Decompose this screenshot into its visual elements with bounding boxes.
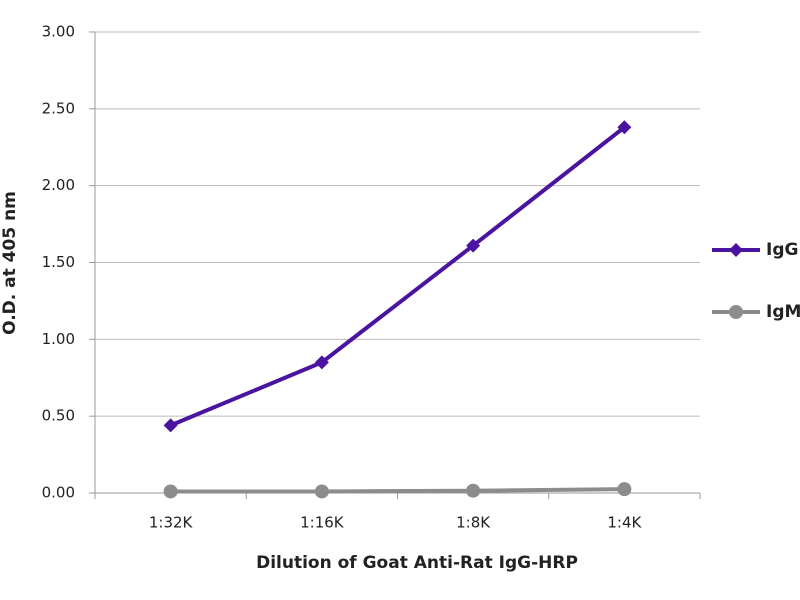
series-line (170, 487, 625, 494)
marker (617, 120, 632, 135)
x-tick-label: 1:16K (300, 514, 345, 532)
x-tick-label: 1:4K (607, 514, 642, 532)
marker (466, 483, 481, 498)
legend-label: IgG (766, 240, 798, 260)
y-tick-label: 2.50 (42, 99, 75, 117)
y-tick-label: 1.50 (42, 253, 75, 271)
legend-label: IgM (766, 302, 800, 322)
marker (617, 482, 632, 497)
marker (314, 484, 329, 499)
legend-marker (729, 305, 743, 319)
y-tick-label: 0.00 (42, 484, 75, 502)
y-axis-title: O.D. at 405 nm (0, 191, 20, 335)
x-tick-label: 1:8K (456, 514, 491, 532)
y-tick-label: 0.50 (42, 407, 75, 425)
marker (314, 355, 329, 370)
y-tick-label: 3.00 (42, 23, 75, 41)
series-line (169, 125, 626, 428)
y-tick-label: 2.00 (42, 176, 75, 194)
marker (163, 418, 178, 433)
marker (163, 484, 178, 499)
y-tick-label: 1.00 (42, 330, 75, 348)
marker (466, 238, 481, 253)
legend-marker (729, 243, 743, 257)
x-axis-title: Dilution of Goat Anti-Rat IgG-HRP (256, 553, 578, 573)
x-tick-label: 1:32K (149, 514, 194, 532)
